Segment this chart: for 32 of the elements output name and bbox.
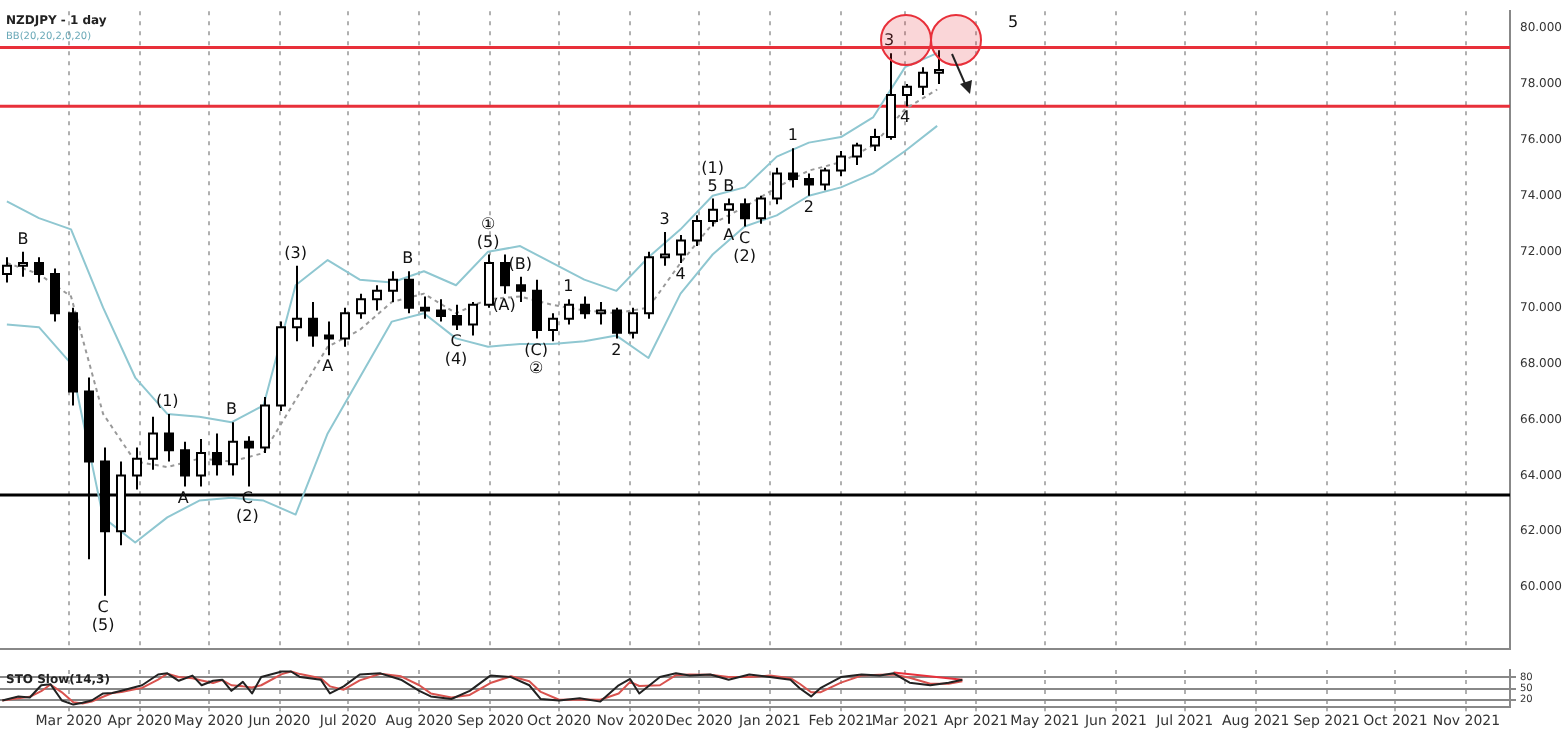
annotation: B [225, 400, 237, 419]
annotation: (B) [508, 255, 532, 274]
annotation: 2 [611, 340, 622, 359]
annotation: 3 [883, 31, 895, 50]
annotation: B [17, 229, 29, 248]
annotation: B [723, 176, 735, 195]
annotation: (4) [444, 350, 468, 369]
annotation: 4 [899, 108, 911, 127]
annotation: (1) [701, 158, 724, 177]
annotation: 4 [675, 265, 686, 284]
annotation: (2) [236, 506, 259, 525]
annotation: C [450, 332, 463, 351]
annotation: B [402, 249, 414, 268]
annotation: 3 [659, 210, 670, 229]
annotation: (3) [284, 243, 307, 262]
annotation: A [322, 357, 335, 376]
annotation: 1 [563, 277, 574, 296]
annotation: (2) [733, 246, 757, 265]
annotation: 5 [1008, 13, 1019, 32]
annotation: A [723, 225, 736, 244]
annotation: ① [480, 214, 496, 233]
annotation: (5) [476, 232, 500, 251]
annotation: (1) [155, 392, 179, 411]
annotation: C [739, 228, 752, 247]
annotation: 2 [803, 197, 814, 216]
annotation: 5 [707, 176, 718, 195]
annotation: (C) [524, 340, 548, 359]
annotation: (A) [492, 295, 516, 314]
annotation: (5) [91, 615, 115, 634]
annotation: C [97, 597, 110, 616]
annotation: 1 [787, 126, 798, 145]
annotation: ② [529, 358, 544, 377]
